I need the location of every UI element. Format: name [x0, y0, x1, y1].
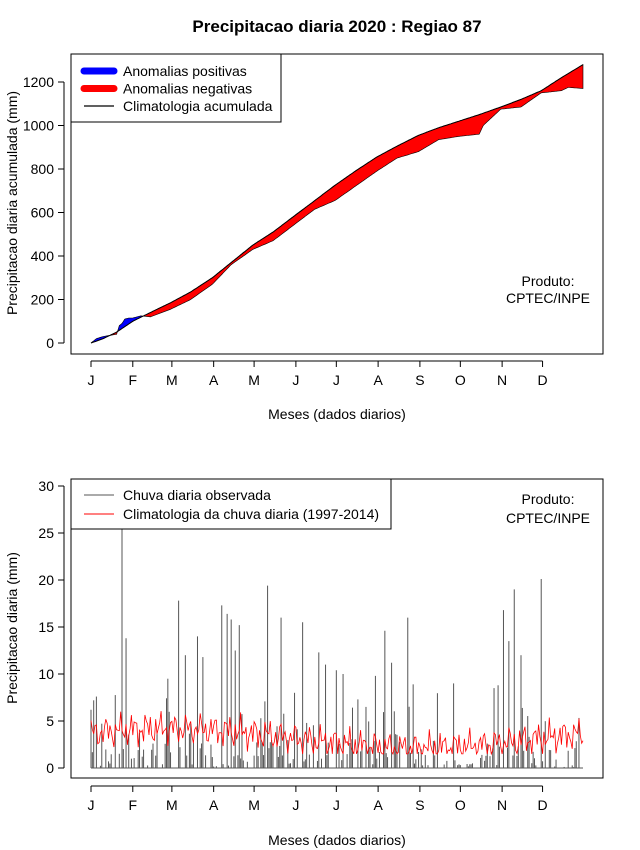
top-x-tick-label: M: [248, 372, 260, 388]
bottom-ylabel: Precipitacao diaria (mm): [4, 552, 20, 704]
top-y-tick-label: 0: [46, 335, 54, 351]
top-legend-label: Anomalias negativas: [123, 81, 252, 97]
bottom-legend-label: Climatologia da chuva diaria (1997-2014): [123, 506, 379, 522]
top-xlabel: Meses (dados diarios): [268, 406, 406, 422]
top-legend: Anomalias positivas Anomalias negativasCl…: [70, 53, 282, 123]
bottom-y-tick-label: 5: [46, 713, 54, 729]
top-y-tick-label: 1200: [23, 74, 54, 90]
climatology-daily-line: [90, 711, 584, 756]
bottom-plot-area: 0 5 10 15 20 25 30 J F M A M J J A S O N D: [38, 478, 584, 813]
bottom-y-tick-label: 0: [46, 760, 54, 776]
top-legend-box: [70, 53, 282, 123]
bottom-x-tick-label: D: [537, 797, 547, 813]
bottom-xlabel: Meses (dados diarios): [268, 832, 406, 848]
top-x-tick-label: J: [88, 372, 95, 388]
bottom-y-tick-label: 15: [38, 619, 54, 635]
bottom-x-tick-label: M: [248, 797, 260, 813]
top-x-tick-label: A: [373, 372, 383, 388]
top-x-tick-label: A: [209, 372, 219, 388]
top-x-tick-label: M: [166, 372, 178, 388]
bottom-y-tick-label: 30: [38, 478, 54, 494]
top-plot-frame: [70, 53, 604, 355]
top-x-tick-label: N: [497, 372, 507, 388]
top-x-tick-label: S: [415, 372, 424, 388]
top-legend-label: Anomalias positivas: [123, 63, 247, 79]
bottom-legend-box: [70, 478, 392, 530]
bottom-x-tick-label: J: [333, 797, 340, 813]
top-product-line2: CPTEC/INPE: [506, 290, 590, 306]
top-y-tick-label: 800: [31, 161, 55, 177]
bottom-x-tick-label: M: [166, 797, 178, 813]
bottom-product-line1: Produto:: [522, 491, 575, 507]
bottom-x-tick-label: A: [209, 797, 219, 813]
bottom-y-tick-label: 25: [38, 525, 54, 541]
bottom-x-tick-label: A: [373, 797, 383, 813]
top-y-tick-label: 200: [31, 292, 55, 308]
bottom-legend-label: Chuva diaria observada: [123, 487, 271, 503]
bottom-y-tick-label: 10: [38, 666, 54, 682]
top-y-tick-label: 1000: [23, 118, 54, 134]
bottom-product-line2: CPTEC/INPE: [506, 510, 590, 526]
observed-bars: [90, 479, 580, 768]
top-plot-area: 0 200 400 600 800 1000 1200 J F M A M J J A S O N D: [23, 64, 584, 388]
bottom-x-tick-label: S: [415, 797, 424, 813]
top-y-tick-label: 400: [31, 248, 55, 264]
top-x-tick-label: D: [537, 372, 547, 388]
bottom-y-tick-label: 20: [38, 572, 54, 588]
top-ylabel: Precipitacao diaria acumulada (mm): [4, 91, 20, 315]
bottom-x-tick-label: F: [129, 797, 138, 813]
top-legend-label: Climatologia acumulada: [123, 98, 273, 114]
top-product-line1: Produto:: [522, 273, 575, 289]
bottom-x-tick-label: O: [455, 797, 466, 813]
top-x-tick-label: J: [333, 372, 340, 388]
top-y-tick-label: 600: [31, 205, 55, 221]
bottom-x-tick-label: J: [88, 797, 95, 813]
bottom-x-tick-label: J: [292, 797, 299, 813]
climatology-accumulated-line: [90, 64, 584, 344]
top-x-tick-label: O: [455, 372, 466, 388]
bottom-x-tick-label: N: [497, 797, 507, 813]
top-x-tick-label: J: [292, 372, 299, 388]
top-x-tick-label: F: [129, 372, 138, 388]
chart-title: Precipitacao diaria 2020 : Regiao 87: [192, 17, 481, 36]
bottom-legend: Chuva diaria observada Climatologia da ch…: [70, 478, 392, 530]
